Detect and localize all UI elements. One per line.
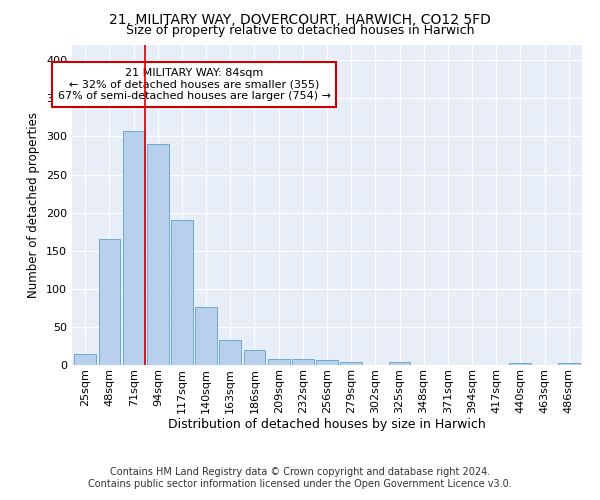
Bar [98,240,121,365]
Bar [389,362,410,365]
Bar [147,144,169,365]
Bar [340,362,362,365]
Bar [268,359,290,365]
Text: 21 MILITARY WAY: 84sqm
← 32% of detached houses are smaller (355)
67% of semi-de: 21 MILITARY WAY: 84sqm ← 32% of detached… [58,68,331,101]
Bar [123,131,145,365]
Bar [558,362,580,365]
Bar [220,340,241,365]
Text: Size of property relative to detached houses in Harwich: Size of property relative to detached ho… [126,24,474,37]
Bar [292,359,314,365]
Y-axis label: Number of detached properties: Number of detached properties [28,112,40,298]
X-axis label: Distribution of detached houses by size in Harwich: Distribution of detached houses by size … [168,418,486,432]
Bar [74,354,96,365]
Text: Contains HM Land Registry data © Crown copyright and database right 2024.
Contai: Contains HM Land Registry data © Crown c… [88,468,512,489]
Bar [316,360,338,365]
Bar [195,307,217,365]
Bar [509,362,531,365]
Bar [244,350,265,365]
Bar [171,220,193,365]
Text: 21, MILITARY WAY, DOVERCOURT, HARWICH, CO12 5FD: 21, MILITARY WAY, DOVERCOURT, HARWICH, C… [109,12,491,26]
